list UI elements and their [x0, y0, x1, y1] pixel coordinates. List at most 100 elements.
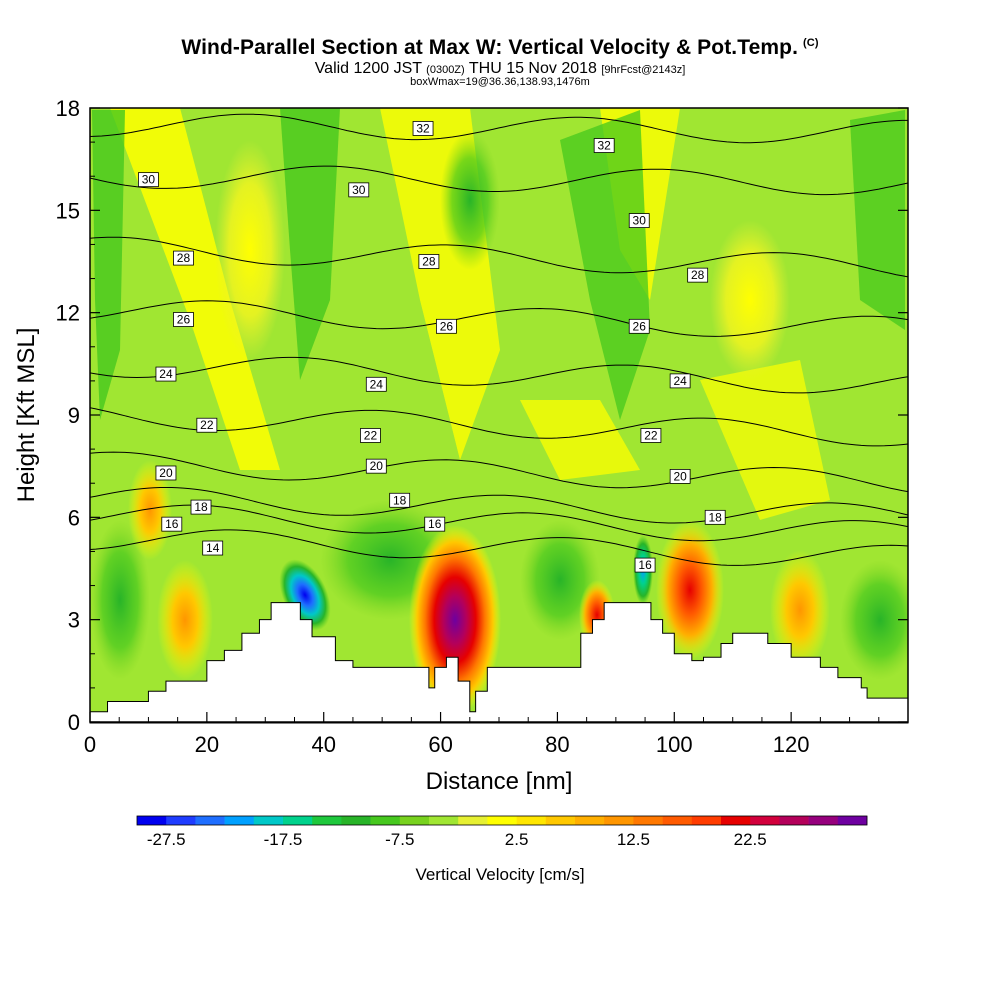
- potential-temperature-contours: [90, 113, 908, 566]
- field-band-green: [92, 110, 125, 420]
- colorbar-swatch: [312, 816, 342, 825]
- chart-title: Wind-Parallel Section at Max W: Vertical…: [181, 36, 819, 59]
- colorbar-swatch: [545, 816, 576, 825]
- colorbar-swatch: [721, 816, 751, 825]
- x-tick-label: 0: [84, 732, 96, 757]
- isentrope-20: [90, 451, 908, 493]
- isentrope-22: [90, 407, 908, 447]
- updraft-core-62nm: [409, 525, 501, 715]
- contour-label-box: [418, 254, 440, 269]
- contour-label: 28: [691, 268, 705, 282]
- x-axis: 0 20 40 60 80 100 120: [84, 712, 880, 757]
- contour-label-box: [436, 318, 457, 334]
- contour-label-box: [155, 465, 177, 481]
- field-band-yellow: [110, 108, 280, 470]
- box-max-info: boxWmax=19@36.36,138.93,1476m: [410, 76, 590, 88]
- y-axis: 0 3 6 9 12 15 18: [56, 96, 908, 735]
- field-band-yellow: [700, 360, 830, 520]
- field-band-green: [560, 110, 650, 420]
- forecast-tag: [9hrFcst@2143z]: [601, 64, 686, 76]
- x-tick-label: 20: [195, 732, 219, 757]
- contour-label-box: [669, 373, 691, 389]
- colorbar-swatch: [779, 816, 809, 825]
- contour-label: 24: [673, 374, 687, 388]
- isentrope-18: [90, 487, 908, 524]
- contour-label-box: [138, 172, 159, 188]
- colorbar-swatch: [691, 816, 722, 825]
- x-axis-title: Distance [nm]: [426, 768, 573, 795]
- colorbar-swatch: [341, 816, 371, 825]
- x-tick-label: 120: [773, 732, 810, 757]
- updraft-core-103nm: [656, 520, 724, 660]
- contour-label: 32: [416, 121, 430, 135]
- contour-label: 30: [633, 214, 647, 228]
- contour-label-box: [155, 366, 177, 382]
- colorbar-swatch: [575, 816, 605, 825]
- contour-label: 20: [673, 469, 687, 483]
- colorbar: [136, 815, 868, 826]
- colorbar-tick-labels: -27.5 -17.5 -7.5 2.5 12.5 22.5: [147, 830, 767, 849]
- field-patch-yellow: [710, 220, 790, 380]
- contour-label-box: [669, 468, 691, 484]
- colorbar-swatch: [458, 816, 488, 825]
- contour-label-box: [412, 121, 434, 136]
- colorbar-swatch: [283, 816, 313, 825]
- isentrope-32: [90, 113, 908, 144]
- valid-date: THU 15 Nov 2018: [468, 60, 597, 77]
- valid-zulu: (0300Z): [426, 64, 465, 76]
- colorbar-frame: [136, 815, 868, 826]
- contour-label-box: [634, 557, 656, 573]
- velocity-field: [90, 108, 908, 722]
- contour-label: 26: [177, 312, 191, 326]
- y-tick-label: 9: [68, 403, 80, 428]
- colorbar-tick-label: 22.5: [734, 830, 767, 849]
- isentrope-24: [90, 356, 908, 394]
- colorbar-swatch: [808, 816, 839, 825]
- contour-label: 32: [597, 139, 611, 153]
- contour-label: 24: [159, 367, 173, 381]
- contour-label-box: [365, 458, 387, 474]
- colorbar-swatch: [399, 816, 430, 825]
- contour-label: 28: [422, 255, 436, 269]
- contour-label: 16: [638, 558, 652, 572]
- contour-label-box: [687, 267, 709, 283]
- x-tick-label: 100: [656, 732, 693, 757]
- field-patch-green: [90, 520, 150, 680]
- colorbar-swatch: [604, 816, 634, 825]
- updraft-core-10nm: [128, 460, 172, 560]
- contour-label: 28: [177, 251, 191, 265]
- colorbar-swatch: [195, 816, 225, 825]
- contour-label-box: [365, 376, 387, 392]
- updraft-core-17nm: [157, 560, 213, 680]
- isentrope-16: [90, 504, 908, 542]
- contour-label: 20: [370, 459, 384, 473]
- contour-labels: 14 16 16 16 18 18 18 20 20 20 22 22 22 24 24 24 26 26 26 28…: [138, 121, 726, 573]
- field-band-green: [280, 108, 340, 380]
- colorbar-swatch: [837, 816, 868, 825]
- x-tick-label: 40: [311, 732, 335, 757]
- contour-label-box: [628, 318, 650, 334]
- contour-label-box: [360, 428, 381, 443]
- y-tick-label: 15: [56, 198, 80, 223]
- field-band-yellow: [520, 400, 640, 480]
- field-patch-green: [440, 130, 500, 270]
- contour-label: 22: [200, 418, 214, 432]
- field-patch-yellow: [215, 140, 285, 360]
- y-tick-label: 0: [68, 710, 80, 735]
- x-tick-label: 60: [428, 732, 452, 757]
- contour-label: 26: [633, 319, 647, 333]
- colorbar-tick-label: -27.5: [147, 830, 186, 849]
- contour-label-box: [640, 428, 662, 443]
- contour-label-box: [202, 540, 224, 556]
- contour-label: 16: [428, 517, 442, 531]
- field-patch-green: [840, 560, 908, 680]
- contour-label-box: [173, 312, 194, 327]
- colorbar-swatch: [253, 816, 284, 825]
- colorbar-swatch: [516, 816, 547, 825]
- colorbar-swatch: [370, 816, 401, 825]
- contour-label-box: [190, 499, 212, 515]
- y-tick-label: 18: [56, 96, 80, 121]
- contour-label-box: [348, 182, 370, 198]
- x-tick-label: 80: [545, 732, 569, 757]
- colorbar-swatch: [750, 816, 780, 825]
